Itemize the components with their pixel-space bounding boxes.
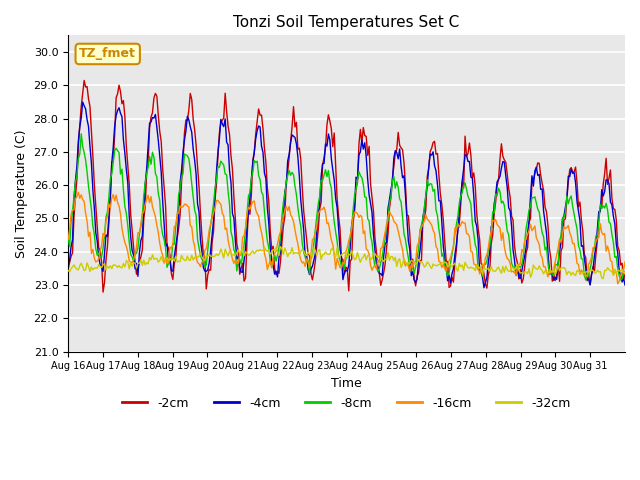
-2cm xyxy=(620,277,627,283)
-8cm xyxy=(463,186,470,192)
-4cm xyxy=(352,174,360,180)
X-axis label: Time: Time xyxy=(332,377,362,390)
-2cm xyxy=(64,266,72,272)
-4cm xyxy=(79,99,86,105)
Y-axis label: Soil Temperature (C): Soil Temperature (C) xyxy=(15,129,28,258)
-16cm xyxy=(621,259,629,265)
-16cm xyxy=(74,189,82,195)
-32cm xyxy=(64,268,72,274)
-32cm xyxy=(620,270,627,276)
-2cm xyxy=(104,244,111,250)
-16cm xyxy=(84,234,92,240)
Title: Tonzi Soil Temperatures Set C: Tonzi Soil Temperatures Set C xyxy=(234,15,460,30)
-32cm xyxy=(621,270,629,276)
-4cm xyxy=(547,271,555,277)
-8cm xyxy=(64,236,72,241)
-4cm xyxy=(64,262,72,268)
-2cm xyxy=(547,255,555,261)
-4cm xyxy=(102,232,110,238)
-2cm xyxy=(354,179,362,185)
-16cm xyxy=(64,237,72,242)
-4cm xyxy=(84,123,92,129)
-32cm xyxy=(463,262,470,268)
-16cm xyxy=(352,209,360,215)
-2cm xyxy=(99,289,107,295)
-16cm xyxy=(614,281,621,287)
Text: TZ_fmet: TZ_fmet xyxy=(79,48,136,60)
-2cm xyxy=(464,151,472,156)
-32cm xyxy=(83,260,91,266)
-4cm xyxy=(621,282,629,288)
-8cm xyxy=(621,269,629,275)
-8cm xyxy=(545,272,553,277)
-8cm xyxy=(77,131,85,137)
-32cm xyxy=(352,256,360,262)
-16cm xyxy=(620,267,627,273)
-32cm xyxy=(276,244,284,250)
-4cm xyxy=(620,275,627,281)
Line: -8cm: -8cm xyxy=(68,134,625,280)
-2cm xyxy=(80,78,88,84)
Line: -16cm: -16cm xyxy=(68,192,625,284)
-8cm xyxy=(352,186,360,192)
-8cm xyxy=(102,214,110,220)
Line: -4cm: -4cm xyxy=(68,102,625,288)
Line: -2cm: -2cm xyxy=(68,81,625,292)
-4cm xyxy=(463,152,470,158)
-8cm xyxy=(620,269,627,275)
-2cm xyxy=(621,272,629,277)
-16cm xyxy=(463,230,470,236)
-4cm xyxy=(480,285,488,290)
-32cm xyxy=(100,261,108,266)
-8cm xyxy=(582,277,589,283)
Line: -32cm: -32cm xyxy=(68,247,625,278)
-16cm xyxy=(545,266,553,272)
-2cm xyxy=(84,96,92,102)
Legend: -2cm, -4cm, -8cm, -16cm, -32cm: -2cm, -4cm, -8cm, -16cm, -32cm xyxy=(117,392,576,415)
-16cm xyxy=(102,219,110,225)
-32cm xyxy=(599,276,607,281)
-32cm xyxy=(545,270,553,276)
-8cm xyxy=(84,183,92,189)
